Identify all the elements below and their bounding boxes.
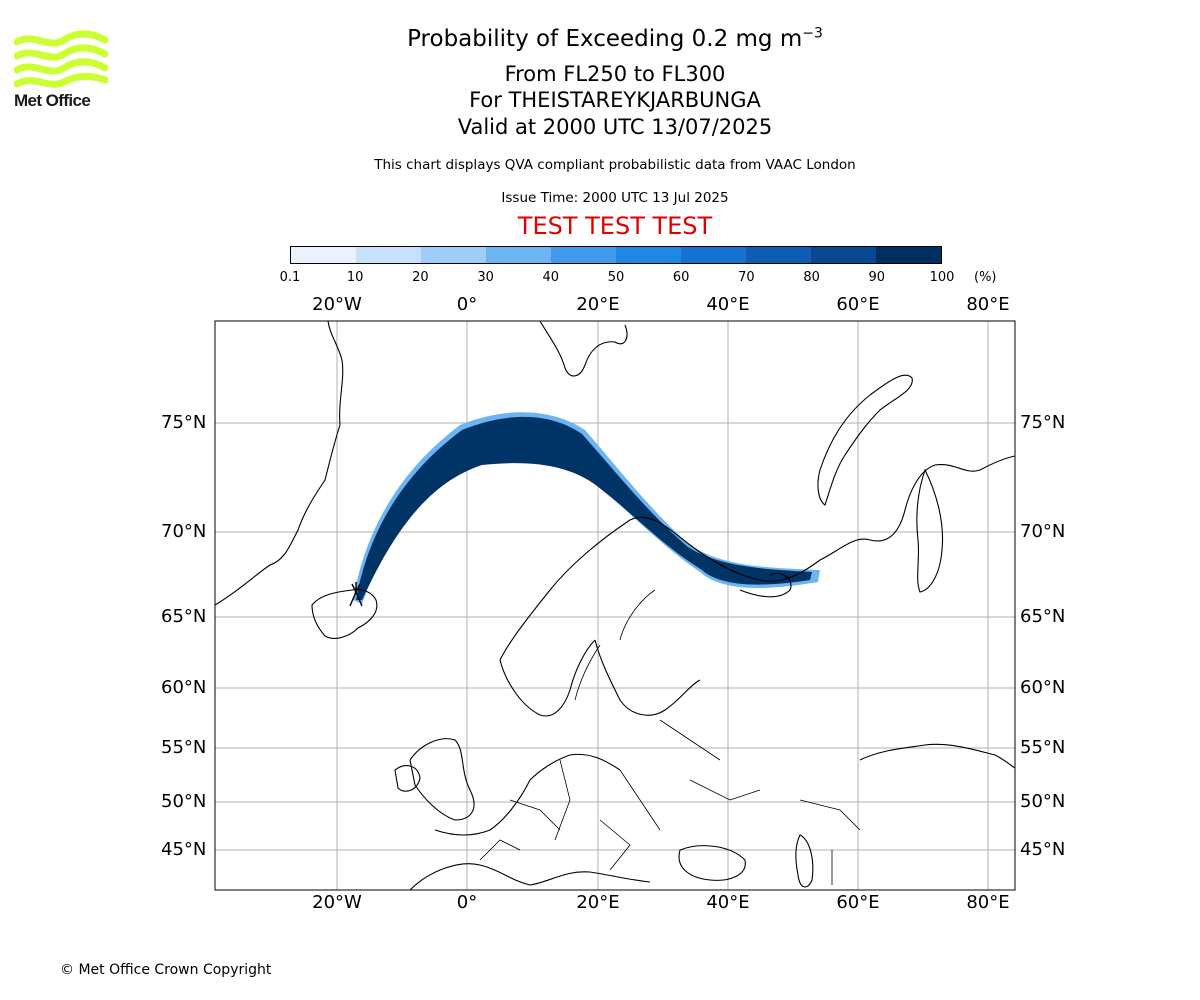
longitude-label: 20°W	[312, 294, 362, 315]
latitude-label: 60°N	[1020, 677, 1066, 698]
longitude-label: 20°E	[576, 892, 620, 913]
colorbar-tick-label: 90	[868, 270, 886, 285]
europe-coast	[434, 753, 621, 836]
colorbar-tick-label: 60	[672, 270, 690, 285]
longitude-label: 0°	[456, 892, 478, 913]
latitude-label: 50°N	[161, 791, 207, 812]
colorbar-tick-label: 30	[477, 270, 494, 285]
longitude-label: 40°E	[706, 892, 750, 913]
subtitle-volcano: For THEISTAREYKJARBUNGA	[469, 88, 761, 112]
test-banner: TEST TEST TEST	[517, 212, 713, 240]
colorbar-tick-label: 50	[607, 270, 625, 285]
colorbar-tick-label: 0.1	[279, 270, 301, 285]
data-source-note: This chart displays QVA compliant probab…	[374, 157, 856, 173]
colorbar-tick-label: 80	[803, 270, 820, 285]
map-frame	[214, 320, 1016, 891]
latitude-label: 45°N	[1020, 839, 1066, 860]
latitude-label: 60°N	[161, 677, 207, 698]
british-isles	[409, 738, 475, 821]
yamal-peninsula	[916, 468, 944, 593]
volcano-marker	[349, 582, 363, 607]
colorbar-segment	[746, 247, 811, 263]
black-sea	[678, 845, 746, 881]
latitude-label: 65°N	[161, 606, 207, 627]
met-office-logo	[14, 30, 108, 88]
iceland-coast	[311, 588, 378, 639]
russia-arctic-coast	[819, 455, 1015, 561]
latitude-label: 55°N	[1020, 737, 1066, 758]
caspian-sea	[795, 834, 814, 888]
longitude-label: 20°W	[312, 892, 362, 913]
country-borders	[479, 589, 861, 885]
colorbar-segment	[876, 247, 941, 263]
latitude-label: 75°N	[161, 412, 207, 433]
ash-plume	[353, 412, 820, 604]
plume-core	[356, 416, 812, 600]
coastlines	[215, 321, 1015, 890]
asia-inland-coast	[859, 743, 1015, 769]
colorbar-segment	[681, 247, 746, 263]
colorbar-tick-label: 100	[929, 270, 955, 285]
latitude-label: 70°N	[1020, 521, 1066, 542]
colorbar-segment	[291, 247, 356, 263]
title-exponent: −3	[802, 25, 823, 42]
longitude-label: 80°E	[966, 892, 1010, 913]
colorbar-segment	[421, 247, 486, 263]
colorbar-tick-label: 10	[346, 270, 364, 285]
latitude-label: 50°N	[1020, 791, 1066, 812]
latitude-label: 65°N	[1020, 606, 1066, 627]
norway-west-coast	[499, 639, 596, 717]
issue-time: Issue Time: 2000 UTC 13 Jul 2025	[501, 190, 729, 206]
graticule	[215, 321, 1015, 890]
logo-wordmark: Met Office	[14, 91, 91, 110]
white-sea	[739, 572, 792, 598]
colorbar	[290, 246, 942, 264]
mediterranean-coast	[409, 863, 651, 890]
colorbar-segment	[811, 247, 876, 263]
longitude-label: 0°	[456, 294, 478, 315]
subtitle-valid-time: Valid at 2000 UTC 13/07/2025	[457, 115, 773, 139]
colorbar-segment	[356, 247, 421, 263]
novaya-zemlya	[817, 374, 913, 506]
latitude-label: 55°N	[161, 737, 207, 758]
latitude-label: 70°N	[161, 521, 207, 542]
longitude-label: 60°E	[836, 294, 880, 315]
colorbar-unit: (%)	[974, 270, 997, 285]
scandinavia-coast	[499, 516, 821, 661]
colorbar-segment	[616, 247, 681, 263]
baltic-coast	[594, 639, 701, 716]
colorbar-tick-label: 20	[412, 270, 429, 285]
latitude-label: 75°N	[1020, 412, 1066, 433]
greenland-coast	[215, 321, 344, 606]
longitude-label: 80°E	[966, 294, 1010, 315]
longitude-label: 40°E	[706, 294, 750, 315]
ireland	[394, 765, 421, 792]
svalbard-coast	[539, 321, 628, 377]
colorbar-segment	[551, 247, 616, 263]
latitude-label: 45°N	[161, 839, 207, 860]
colorbar-tick-label: 70	[738, 270, 755, 285]
colorbar-tick-label: 40	[542, 270, 560, 285]
longitude-label: 60°E	[836, 892, 880, 913]
subtitle-levels: From FL250 to FL300	[504, 62, 726, 86]
chart-title: Probability of Exceeding 0.2 mg m−3	[407, 25, 823, 52]
longitude-label: 20°E	[576, 294, 620, 315]
colorbar-segment	[486, 247, 551, 263]
copyright: © Met Office Crown Copyright	[60, 962, 272, 978]
